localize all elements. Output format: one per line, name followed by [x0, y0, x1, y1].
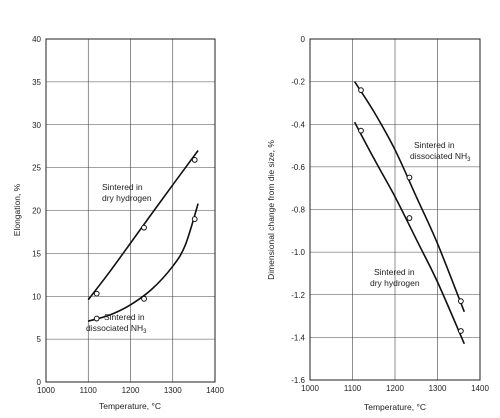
x-tick-label: 1200 [122, 386, 140, 395]
label-line1: Sintered in [414, 140, 455, 150]
data-point [93, 290, 100, 297]
y-tick-label: -0.6 [291, 163, 305, 172]
label-subscript: 3 [143, 329, 147, 335]
series-line-1 [88, 203, 199, 322]
label-dissociated-nh3: Sintered in dissociated NH3 [86, 312, 147, 335]
y-tick-label: -1.6 [291, 376, 305, 385]
y-tick-label: -1.0 [291, 248, 305, 257]
y-tick-label: 35 [32, 78, 41, 87]
y-tick-labels: 0 5 10 15 20 25 30 35 40 [32, 35, 41, 387]
y-tick-label: 20 [32, 207, 41, 216]
y-tick-label: 40 [32, 35, 41, 44]
x-tick-labels: 1000 1100 1200 1300 1400 [301, 384, 489, 393]
x-tick-label: 1200 [386, 384, 404, 393]
series-line-0 [353, 81, 466, 313]
y-tick-label: 10 [32, 292, 41, 301]
y-tick-label: -1.2 [291, 291, 305, 300]
data-point [457, 328, 464, 334]
grid [309, 38, 481, 381]
label-line1: Sintered in [104, 312, 145, 322]
elongation-chart: 1000 1100 1200 1300 1400 0 5 10 15 20 25 30 35 40 Te… [12, 35, 224, 411]
x-tick-label: 1300 [164, 386, 182, 395]
data-point [406, 215, 413, 221]
x-tick-label: 1100 [80, 386, 98, 395]
label-line2: dissociated NH [410, 151, 467, 161]
curves [87, 150, 199, 322]
x-axis-label: Temperature, °C [364, 402, 426, 412]
plot-frame [309, 38, 481, 381]
y-axis-label: Dimensional change from die size, % [266, 140, 276, 280]
label-line1: Sintered in [374, 267, 415, 277]
y-tick-label: 0 [37, 378, 42, 387]
data-point [457, 298, 464, 305]
data-point [141, 295, 147, 302]
label-dry-hydrogen: Sintered in dry hydrogen [102, 182, 152, 203]
curves [353, 81, 466, 345]
series-line-1 [353, 121, 466, 345]
label-line2: dry hydrogen [102, 193, 152, 203]
series-line-0 [87, 150, 199, 301]
y-tick-label: 25 [32, 164, 41, 173]
y-axis-label: Elongation, % [12, 183, 22, 236]
y-tick-labels: 0 -0.2 -0.4 -0.6 -0.8 -1.0 -1.2 -1.4 -1.6 [291, 35, 305, 385]
y-tick-label: 15 [32, 249, 41, 258]
x-axis-label: Temperature, °C [99, 401, 161, 411]
data-point [141, 224, 147, 231]
y-tick-label: 0 [301, 35, 306, 44]
data-point [406, 174, 413, 181]
y-tick-label: 30 [32, 121, 41, 130]
y-tick-label: -1.4 [291, 333, 305, 342]
data-point [93, 315, 100, 322]
x-tick-label: 1000 [301, 384, 319, 393]
label-line2: dry hydrogen [370, 278, 420, 288]
data-point [358, 127, 364, 134]
label-subscript: 3 [467, 157, 471, 163]
y-tick-label: -0.4 [291, 120, 305, 129]
label-dry-hydrogen: Sintered in dry hydrogen [370, 267, 420, 288]
plot-frame [45, 38, 216, 383]
label-dissociated-nh3: Sintered in dissociated NH3 [410, 140, 471, 163]
x-tick-label: 1400 [206, 386, 224, 395]
dimensional-change-chart: 1000 1100 1200 1300 1400 0 -0.2 -0.4 -0.6 -0.8 -1… [266, 35, 489, 412]
data-point [358, 87, 364, 94]
x-tick-label: 1300 [429, 384, 447, 393]
y-tick-label: -0.2 [291, 78, 305, 87]
x-tick-labels: 1000 1100 1200 1300 1400 [37, 386, 224, 395]
y-tick-label: 5 [37, 335, 42, 344]
label-line2: dissociated NH [86, 323, 143, 333]
label-line1: Sintered in [102, 182, 143, 192]
x-tick-label: 1400 [471, 384, 489, 393]
x-tick-label: 1100 [344, 384, 362, 393]
y-tick-label: -0.8 [291, 206, 305, 215]
data-point [191, 216, 198, 222]
x-tick-label: 1000 [37, 386, 55, 395]
data-point [191, 157, 198, 163]
